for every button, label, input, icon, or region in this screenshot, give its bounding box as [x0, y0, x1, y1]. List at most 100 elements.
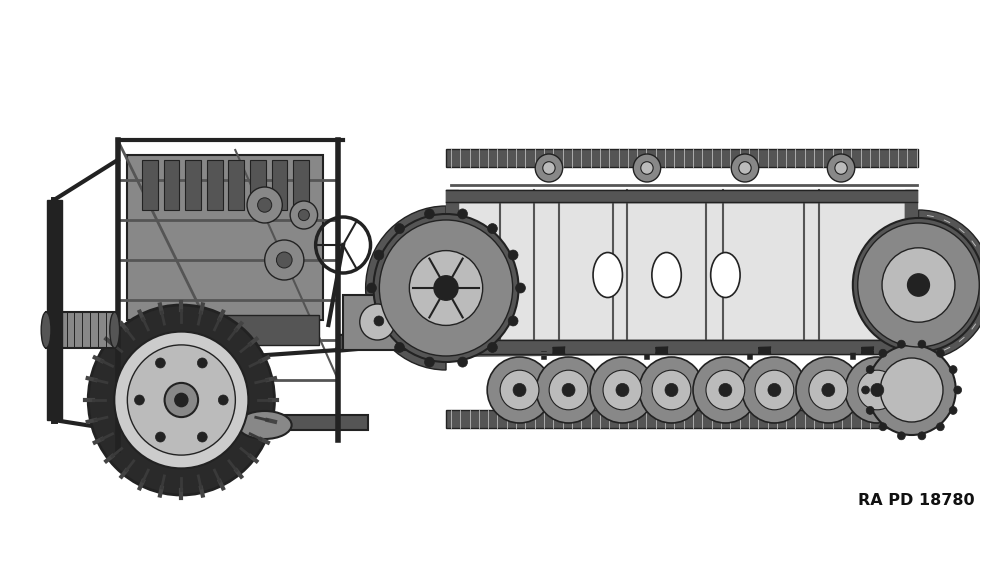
Circle shape: [373, 214, 519, 362]
Circle shape: [298, 209, 309, 221]
Wedge shape: [918, 210, 992, 360]
Bar: [127, 155, 323, 320]
Circle shape: [265, 240, 304, 280]
Circle shape: [409, 251, 483, 325]
Ellipse shape: [238, 411, 292, 439]
Circle shape: [706, 370, 745, 410]
Circle shape: [508, 250, 518, 260]
Circle shape: [175, 393, 188, 407]
Circle shape: [633, 154, 661, 182]
Circle shape: [853, 218, 984, 352]
Bar: [343, 295, 412, 350]
Circle shape: [425, 357, 434, 367]
Circle shape: [135, 395, 144, 405]
Circle shape: [488, 343, 497, 352]
Circle shape: [434, 276, 458, 300]
Circle shape: [936, 423, 944, 431]
Bar: [446, 149, 918, 167]
Text: RA PD 18780: RA PD 18780: [858, 493, 974, 508]
Wedge shape: [366, 206, 446, 370]
Bar: [164, 160, 179, 210]
Circle shape: [543, 162, 555, 174]
Circle shape: [616, 384, 629, 397]
Circle shape: [845, 357, 910, 423]
Circle shape: [719, 384, 732, 397]
Circle shape: [458, 209, 467, 219]
Bar: [185, 160, 201, 210]
Circle shape: [218, 395, 228, 405]
Circle shape: [516, 283, 525, 293]
Circle shape: [739, 162, 751, 174]
Circle shape: [936, 349, 944, 357]
Circle shape: [290, 201, 318, 229]
Circle shape: [918, 340, 926, 348]
Circle shape: [562, 384, 575, 397]
Bar: [272, 160, 287, 210]
Bar: [456, 202, 905, 340]
Bar: [46, 312, 115, 348]
Ellipse shape: [593, 252, 622, 297]
Circle shape: [458, 357, 467, 367]
Circle shape: [835, 162, 847, 174]
Circle shape: [88, 305, 274, 495]
Circle shape: [858, 223, 979, 347]
Circle shape: [822, 384, 835, 397]
Circle shape: [641, 162, 653, 174]
Circle shape: [665, 384, 678, 397]
Circle shape: [374, 250, 384, 260]
Bar: [207, 160, 223, 210]
Circle shape: [165, 383, 198, 417]
Circle shape: [742, 357, 807, 423]
Circle shape: [809, 370, 848, 410]
Circle shape: [127, 345, 235, 455]
Bar: [137, 315, 319, 345]
Bar: [293, 160, 309, 210]
Circle shape: [374, 316, 384, 326]
Circle shape: [897, 340, 905, 348]
Circle shape: [866, 407, 874, 415]
Circle shape: [755, 370, 794, 410]
Circle shape: [868, 345, 956, 435]
Circle shape: [603, 370, 642, 410]
Circle shape: [590, 357, 655, 423]
Circle shape: [897, 432, 905, 440]
Circle shape: [258, 198, 272, 212]
Circle shape: [513, 384, 526, 397]
Circle shape: [155, 432, 165, 442]
Circle shape: [276, 252, 292, 268]
Circle shape: [918, 432, 926, 440]
Ellipse shape: [711, 252, 740, 297]
Circle shape: [487, 357, 552, 423]
Ellipse shape: [110, 312, 120, 348]
Circle shape: [367, 283, 376, 293]
Bar: [446, 410, 918, 428]
Circle shape: [155, 358, 165, 368]
Circle shape: [731, 154, 759, 182]
Circle shape: [395, 224, 404, 233]
Circle shape: [862, 386, 869, 394]
Circle shape: [768, 384, 781, 397]
Bar: [47, 200, 62, 420]
Circle shape: [866, 366, 874, 374]
Circle shape: [796, 357, 861, 423]
Circle shape: [535, 154, 563, 182]
Circle shape: [488, 224, 497, 233]
Circle shape: [880, 358, 943, 422]
Circle shape: [247, 187, 282, 223]
Bar: [142, 160, 158, 210]
Bar: [228, 160, 244, 210]
Ellipse shape: [652, 252, 681, 297]
Circle shape: [114, 332, 248, 469]
Circle shape: [882, 248, 955, 322]
Circle shape: [197, 358, 207, 368]
Circle shape: [858, 370, 897, 410]
Circle shape: [949, 407, 957, 415]
Circle shape: [639, 357, 704, 423]
Circle shape: [693, 357, 758, 423]
Circle shape: [197, 432, 207, 442]
Ellipse shape: [41, 312, 51, 348]
Circle shape: [379, 220, 513, 356]
Circle shape: [508, 316, 518, 326]
Circle shape: [500, 370, 539, 410]
Circle shape: [908, 274, 929, 296]
